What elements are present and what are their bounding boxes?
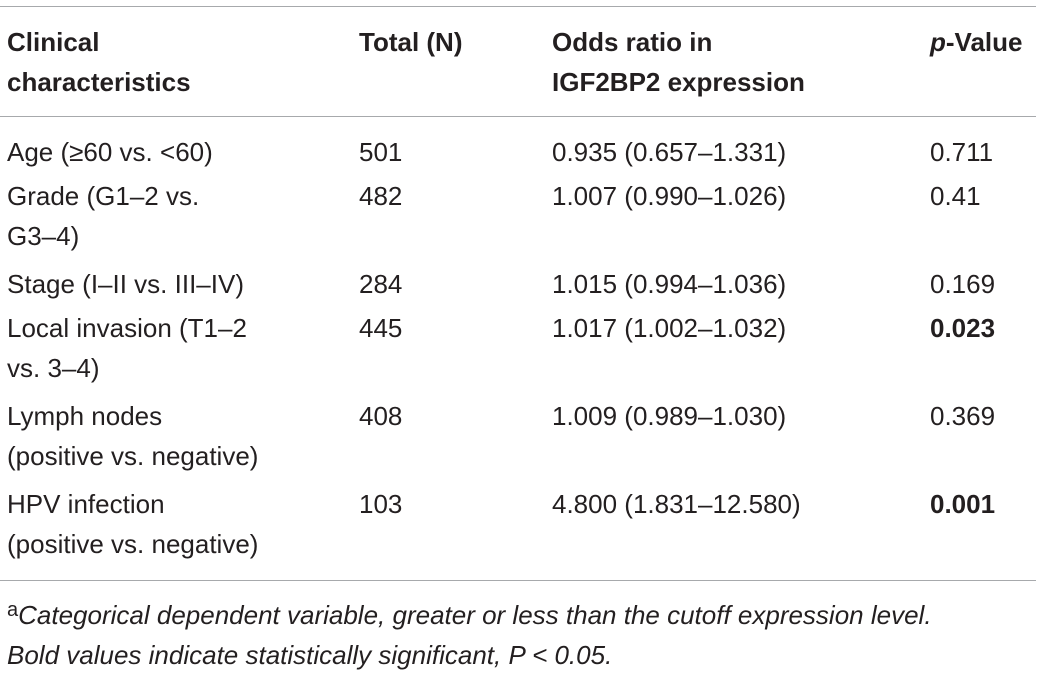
row-pvalue: 0.023: [930, 313, 996, 343]
row-odds-ratio: 4.800 (1.831–12.580): [552, 489, 801, 519]
footnote-line2: Bold values indicate statistically signi…: [7, 640, 613, 670]
row-label: Local invasion (T1–2: [7, 313, 247, 343]
row-pvalue: 0.711: [930, 137, 994, 167]
row-total: 103: [359, 489, 403, 519]
row-pvalue: 0.169: [930, 269, 996, 299]
footnote-text1: Categorical dependent variable, greater …: [18, 600, 932, 630]
footnote-marker: a: [7, 599, 19, 621]
row-total: 482: [359, 181, 403, 211]
header-characteristics-line1: Clinical: [7, 27, 100, 57]
header-rule: [0, 116, 1036, 117]
row-odds-ratio: 1.009 (0.989–1.030): [552, 401, 787, 431]
bottom-rule: [0, 580, 1036, 581]
row-label: G3–4): [7, 221, 80, 251]
row-total: 501: [359, 137, 403, 167]
row-odds-ratio: 1.015 (0.994–1.036): [552, 269, 787, 299]
header-pvalue-italic: p: [930, 27, 946, 57]
row-label: (positive vs. negative): [7, 441, 259, 471]
row-pvalue: 0.41: [930, 181, 981, 211]
row-label: Stage (I–II vs. III–IV): [7, 269, 244, 299]
row-label: Grade (G1–2 vs.: [7, 181, 200, 211]
row-pvalue: 0.001: [930, 489, 996, 519]
row-odds-ratio: 1.017 (1.002–1.032): [552, 313, 787, 343]
top-rule: [0, 6, 1036, 7]
footnote: aCategorical dependent variable, greater…: [7, 590, 932, 675]
header-characteristics-line2: characteristics: [7, 67, 191, 97]
row-odds-ratio: 1.007 (0.990–1.026): [552, 181, 787, 211]
row-pvalue: 0.369: [930, 401, 996, 431]
header-odds-line2: IGF2BP2 expression: [552, 67, 805, 97]
row-total: 284: [359, 269, 403, 299]
row-label: Age (≥60 vs. <60): [7, 137, 213, 167]
row-label: vs. 3–4): [7, 353, 100, 383]
row-odds-ratio: 0.935 (0.657–1.331): [552, 137, 787, 167]
footnote-line1: aCategorical dependent variable, greater…: [7, 590, 932, 635]
header-pvalue: p-Value: [930, 22, 1022, 62]
row-label: (positive vs. negative): [7, 529, 259, 559]
header-pvalue-suffix: -Value: [945, 27, 1023, 57]
row-label: HPV infection: [7, 489, 165, 519]
header-total: Total (N): [359, 27, 463, 57]
row-total: 445: [359, 313, 403, 343]
row-total: 408: [359, 401, 403, 431]
header-odds-line1: Odds ratio in: [552, 27, 713, 57]
row-label: Lymph nodes: [7, 401, 163, 431]
